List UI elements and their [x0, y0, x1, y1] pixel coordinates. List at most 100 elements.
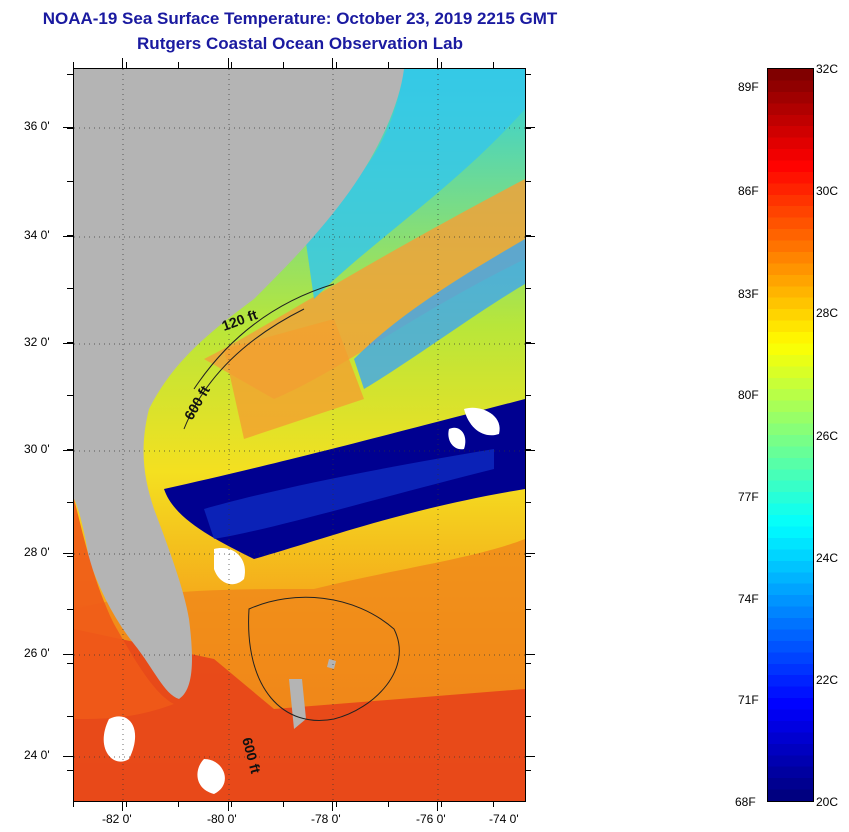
- axis-tick: [525, 343, 535, 344]
- axis-tick: [525, 450, 535, 451]
- axis-tick: [525, 756, 535, 757]
- lat-label: 34 0': [24, 228, 50, 242]
- colorbar-c-label: 22C: [816, 673, 839, 687]
- axis-tick: [525, 555, 531, 557]
- colorbar-f-label: 80F: [738, 388, 759, 402]
- axis-tick: [63, 756, 73, 757]
- axis-tick: [67, 502, 73, 503]
- axis-tick: [67, 234, 73, 236]
- axis-tick: [525, 654, 535, 655]
- colorbar-f-label: 77F: [738, 490, 759, 504]
- cold-band-2: [204, 449, 494, 539]
- lon-label: -76 0': [416, 812, 446, 826]
- colorbar-c-label: 26C: [816, 429, 839, 443]
- contour-120ft: [193, 283, 335, 390]
- axis-tick: [440, 62, 442, 68]
- lon-label: -74 0': [489, 812, 519, 826]
- axis-tick: [67, 74, 73, 75]
- lon-label: -78 0': [311, 812, 341, 826]
- axis-tick: [437, 58, 438, 68]
- axis-tick: [178, 801, 179, 807]
- colorbar: [767, 68, 814, 802]
- axis-tick: [67, 288, 73, 289]
- cloud: [448, 427, 466, 450]
- axis-tick: [525, 662, 531, 664]
- axis-tick: [525, 74, 531, 75]
- cloud: [197, 759, 225, 794]
- axis-tick: [525, 395, 531, 396]
- axis-tick: [525, 609, 531, 610]
- axis-tick: [493, 62, 494, 68]
- axis-tick: [525, 448, 531, 450]
- map-title: NOAA-19 Sea Surface Temperature: October…: [42, 9, 558, 28]
- axis-tick: [73, 801, 74, 807]
- axis-tick: [73, 62, 74, 68]
- lat-label: 28 0': [24, 545, 50, 559]
- lat-label: 26 0': [24, 646, 50, 660]
- axis-tick: [525, 181, 531, 182]
- axis-tick: [125, 801, 127, 807]
- colorbar-f-label: 68F: [735, 795, 756, 809]
- axis-tick: [67, 448, 73, 450]
- bahamas-island: [289, 679, 306, 729]
- axis-tick: [440, 801, 442, 807]
- axis-tick: [525, 553, 535, 554]
- contour-bahamas: [248, 596, 400, 721]
- bahamas-island: [327, 659, 336, 669]
- axis-tick: [63, 236, 73, 237]
- lat-label: 30 0': [24, 442, 50, 456]
- warm-core: [224, 319, 364, 439]
- colorbar-c-label: 24C: [816, 551, 839, 565]
- colorbar-f-label: 83F: [738, 287, 759, 301]
- lon-label: -82 0': [102, 812, 132, 826]
- colorbar-c-label: 32C: [816, 62, 839, 76]
- sst-map: 120 ft 600 ft 600 ft: [73, 68, 526, 802]
- lon-label: -80 0': [207, 812, 237, 826]
- axis-tick: [122, 58, 123, 68]
- axis-tick: [122, 801, 123, 811]
- axis-tick: [525, 234, 531, 236]
- axis-tick: [67, 609, 73, 610]
- axis-tick: [67, 181, 73, 182]
- axis-tick: [525, 288, 531, 289]
- colorbar-f-label: 89F: [738, 80, 759, 94]
- axis-tick: [525, 716, 531, 717]
- axis-tick: [63, 553, 73, 554]
- cold-band-north: [354, 239, 525, 389]
- axis-tick: [388, 62, 389, 68]
- axis-tick: [67, 716, 73, 717]
- axis-tick: [525, 341, 531, 343]
- axis-tick: [388, 801, 389, 807]
- colorbar-c-label: 20C: [816, 795, 839, 809]
- axis-tick: [67, 555, 73, 557]
- axis-tick: [283, 801, 284, 807]
- axis-tick: [67, 127, 73, 129]
- cloud: [103, 716, 136, 762]
- axis-tick: [230, 801, 232, 807]
- axis-tick: [228, 58, 229, 68]
- axis-tick: [63, 450, 73, 451]
- colorbar-f-label: 71F: [738, 693, 759, 707]
- shelf-water: [304, 69, 525, 299]
- axis-tick: [67, 341, 73, 343]
- cloud: [214, 548, 245, 585]
- axis-tick: [283, 62, 284, 68]
- axis-tick: [63, 127, 73, 128]
- axis-tick: [63, 654, 73, 655]
- colorbar-c-label: 30C: [816, 184, 839, 198]
- axis-tick: [228, 801, 229, 811]
- axis-tick: [525, 127, 531, 129]
- axis-tick: [437, 801, 438, 811]
- axis-tick: [335, 801, 337, 807]
- contour-600ft: [183, 308, 305, 430]
- axis-tick: [332, 801, 333, 811]
- axis-tick: [335, 62, 337, 68]
- gulf-water: [74, 499, 174, 719]
- axis-tick: [525, 769, 531, 771]
- lat-label: 36 0': [24, 119, 50, 133]
- axis-tick: [67, 395, 73, 396]
- axis-tick: [332, 58, 333, 68]
- cloud: [464, 407, 500, 436]
- lat-label: 24 0': [24, 748, 50, 762]
- axis-tick: [525, 502, 531, 503]
